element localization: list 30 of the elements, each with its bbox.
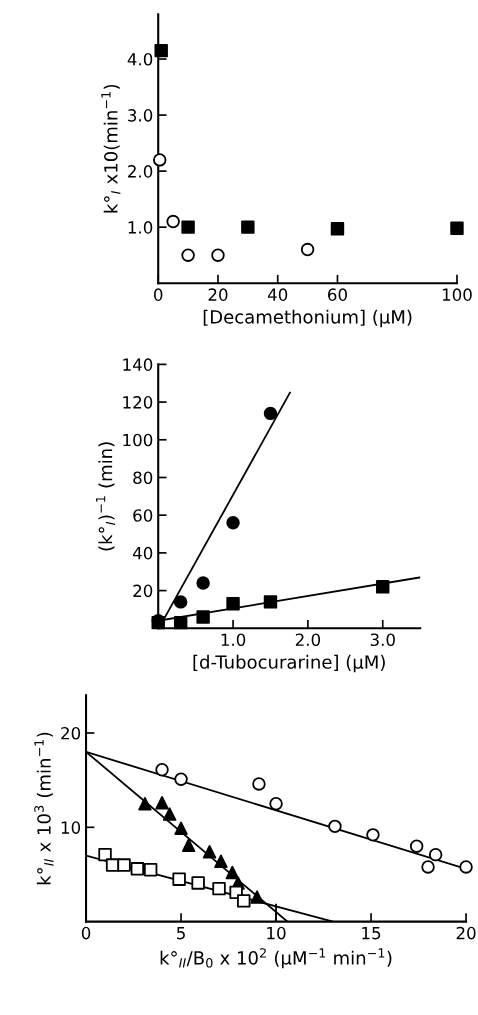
y-axis-title: k°$_{II}$ x 10$^{3}$ (min$^{−1}$): [34, 732, 54, 885]
x-tick-label: 5: [177, 926, 185, 940]
x-tick-label: 60: [328, 288, 347, 301]
y-tick-label: 120: [123, 396, 153, 409]
x-tick-label: 20: [208, 288, 228, 301]
y-tick-label: 60: [133, 509, 153, 522]
x-tick-label: 0: [154, 288, 163, 301]
x-axis-title: [d-Tubocurarine] (μM): [193, 654, 385, 673]
y-axis-title: (k°$_{I}$)$^{−1}$ (min): [95, 442, 116, 551]
y-tick-label: 3.0: [128, 109, 153, 122]
x-tick-label: 100: [442, 288, 472, 301]
y-tick-label: 20: [133, 584, 153, 598]
y-tick-label: 140: [123, 358, 153, 371]
x-tick-label: 0: [81, 926, 91, 940]
x-tick-label: 40: [267, 288, 288, 301]
x-tick-label: 1.0: [221, 633, 246, 647]
y-axis-title: k°$_{I}$ x10(min$^{−1}$): [101, 84, 121, 213]
x-tick-label: 15: [362, 926, 381, 940]
x-axis-title: [Decamethonium] (μM): [203, 309, 412, 328]
x-tick-label: 20: [456, 926, 476, 940]
x-tick-label: 10: [267, 926, 286, 940]
x-tick-label: 3.0: [370, 633, 395, 647]
y-tick-label: 2.0: [128, 165, 153, 178]
y-tick-label: 80: [133, 471, 153, 485]
y-tick-label: 4.0: [127, 53, 153, 66]
y-tick-label: 1.0: [128, 221, 153, 234]
y-tick-label: 100: [123, 433, 153, 447]
x-tick-label: 2.0: [295, 633, 321, 647]
y-tick-label: 40: [132, 546, 153, 560]
text: k°$_{II}$/B$_{0}$ x 10$^{2}$ (μM$^{−1}$ min$^{−1}$): [160, 948, 392, 969]
